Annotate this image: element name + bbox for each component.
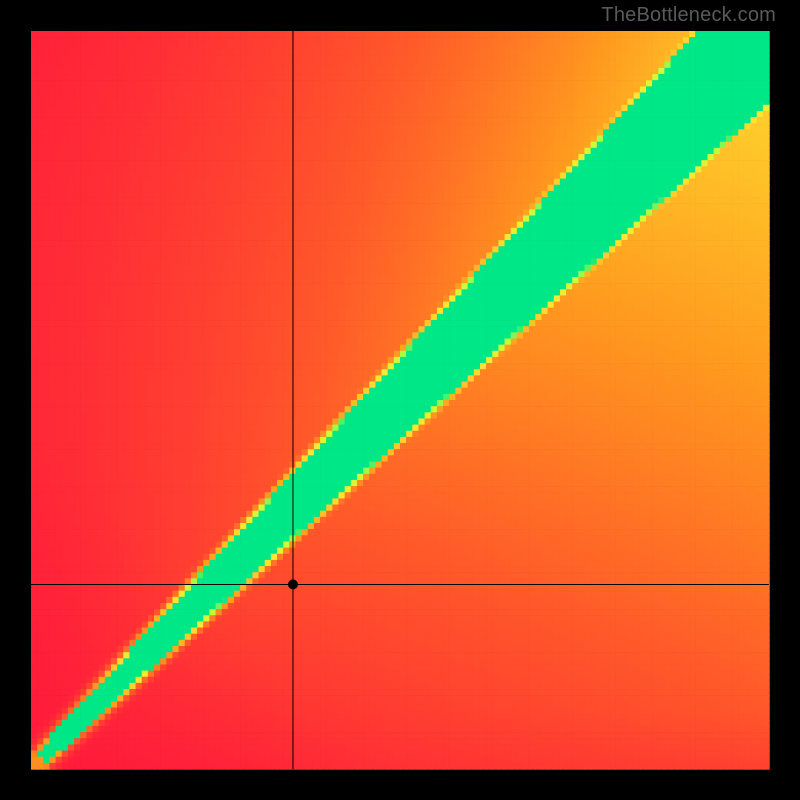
bottleneck-heatmap-canvas (0, 0, 800, 800)
chart-wrapper: TheBottleneck.com (0, 0, 800, 800)
watermark-label: TheBottleneck.com (601, 4, 776, 27)
